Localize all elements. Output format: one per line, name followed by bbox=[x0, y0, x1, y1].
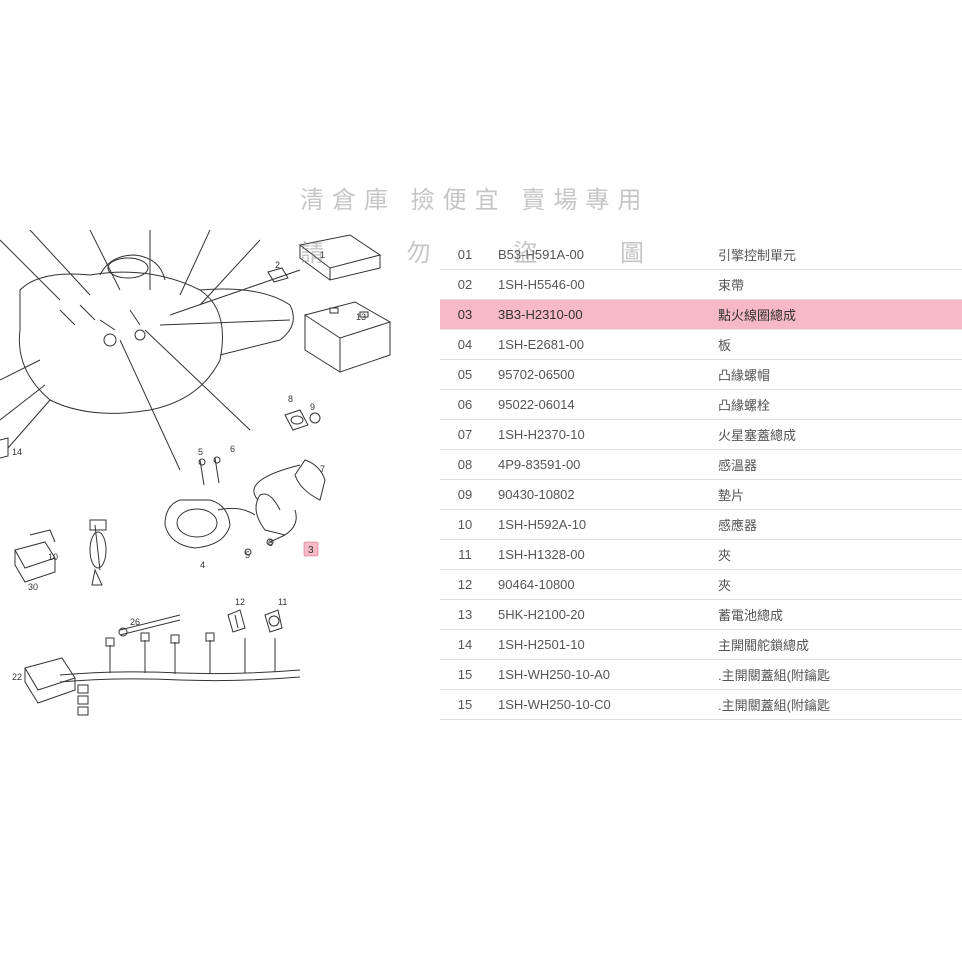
callout-number: 9 bbox=[310, 402, 315, 412]
callout-number: 6 bbox=[268, 538, 273, 548]
ref-cell: 08 bbox=[440, 450, 490, 480]
table-row[interactable]: 021SH-H5546-00束帶 bbox=[440, 270, 962, 300]
callout-number: 8 bbox=[288, 394, 293, 404]
table-row[interactable]: 071SH-H2370-10火星塞蓋總成 bbox=[440, 420, 962, 450]
callout-number: 13 bbox=[356, 312, 366, 322]
partno-cell: 1SH-H2370-10 bbox=[490, 420, 710, 450]
parts-table-panel: 01B53-H591A-00引擎控制單元021SH-H5546-00束帶033B… bbox=[440, 240, 962, 730]
desc-cell: 感溫器 bbox=[710, 450, 962, 480]
diagram-svg: 3 12138975656410301411122622 bbox=[0, 230, 410, 730]
ref-cell: 12 bbox=[440, 570, 490, 600]
callout-number: 26 bbox=[130, 617, 140, 627]
table-row[interactable]: 033B3-H2310-00點火線圈總成 bbox=[440, 300, 962, 330]
callout-number: 22 bbox=[12, 672, 22, 682]
desc-cell: 蓄電池總成 bbox=[710, 600, 962, 630]
ref-cell: 11 bbox=[440, 540, 490, 570]
ref-cell: 07 bbox=[440, 420, 490, 450]
partno-cell: 1SH-WH250-10-A0 bbox=[490, 660, 710, 690]
partno-cell: 95702-06500 bbox=[490, 360, 710, 390]
callout-number: 5 bbox=[245, 550, 250, 560]
content-area: 3 12138975656410301411122622 01B53-H591A… bbox=[0, 230, 962, 730]
callout-number: 5 bbox=[198, 447, 203, 457]
callout-number: 2 bbox=[275, 260, 280, 270]
callout-number: 30 bbox=[28, 582, 38, 592]
ref-cell: 02 bbox=[440, 270, 490, 300]
ref-cell: 13 bbox=[440, 600, 490, 630]
desc-cell: 火星塞蓋總成 bbox=[710, 420, 962, 450]
desc-cell: 引擎控制單元 bbox=[710, 240, 962, 270]
desc-cell: 夾 bbox=[710, 570, 962, 600]
desc-cell: 點火線圈總成 bbox=[710, 300, 962, 330]
table-row[interactable]: 01B53-H591A-00引擎控制單元 bbox=[440, 240, 962, 270]
ref-cell: 10 bbox=[440, 510, 490, 540]
desc-cell: 夾 bbox=[710, 540, 962, 570]
desc-cell: 凸緣螺栓 bbox=[710, 390, 962, 420]
watermark-line1: 清倉庫 撿便宜 賣場專用 bbox=[300, 180, 682, 215]
table-row[interactable]: 0595702-06500凸緣螺帽 bbox=[440, 360, 962, 390]
desc-cell: .主開關蓋組(附鑰匙 bbox=[710, 690, 962, 720]
table-row[interactable]: 084P9-83591-00感溫器 bbox=[440, 450, 962, 480]
desc-cell: 凸緣螺帽 bbox=[710, 360, 962, 390]
partno-cell: B53-H591A-00 bbox=[490, 240, 710, 270]
callout-number: 4 bbox=[200, 560, 205, 570]
partno-cell: 1SH-H5546-00 bbox=[490, 270, 710, 300]
ref-cell: 01 bbox=[440, 240, 490, 270]
parts-table: 01B53-H591A-00引擎控制單元021SH-H5546-00束帶033B… bbox=[440, 240, 962, 720]
partno-cell: 4P9-83591-00 bbox=[490, 450, 710, 480]
table-row[interactable]: 041SH-E2681-00板 bbox=[440, 330, 962, 360]
exploded-diagram: 3 12138975656410301411122622 bbox=[0, 230, 410, 730]
partno-cell: 3B3-H2310-00 bbox=[490, 300, 710, 330]
table-row[interactable]: 141SH-H2501-10主開關舵鎖總成 bbox=[440, 630, 962, 660]
ref-cell: 15 bbox=[440, 660, 490, 690]
table-row[interactable]: 151SH-WH250-10-A0.主開關蓋組(附鑰匙 bbox=[440, 660, 962, 690]
ref-cell: 14 bbox=[440, 630, 490, 660]
table-row[interactable]: 135HK-H2100-20蓄電池總成 bbox=[440, 600, 962, 630]
desc-cell: 束帶 bbox=[710, 270, 962, 300]
ref-cell: 06 bbox=[440, 390, 490, 420]
ref-cell: 09 bbox=[440, 480, 490, 510]
partno-cell: 1SH-E2681-00 bbox=[490, 330, 710, 360]
partno-cell: 1SH-H2501-10 bbox=[490, 630, 710, 660]
partno-cell: 1SH-H1328-00 bbox=[490, 540, 710, 570]
table-row[interactable]: 1290464-10800夾 bbox=[440, 570, 962, 600]
callout-number: 14 bbox=[12, 447, 22, 457]
desc-cell: 墊片 bbox=[710, 480, 962, 510]
ref-cell: 04 bbox=[440, 330, 490, 360]
table-row[interactable]: 0695022-06014凸緣螺栓 bbox=[440, 390, 962, 420]
partno-cell: 90430-10802 bbox=[490, 480, 710, 510]
callout-number: 10 bbox=[48, 552, 58, 562]
callout-number: 6 bbox=[230, 444, 235, 454]
table-row[interactable]: 151SH-WH250-10-C0.主開關蓋組(附鑰匙 bbox=[440, 690, 962, 720]
partno-cell: 95022-06014 bbox=[490, 390, 710, 420]
partno-cell: 1SH-H592A-10 bbox=[490, 510, 710, 540]
callout-3: 3 bbox=[308, 545, 314, 556]
desc-cell: 板 bbox=[710, 330, 962, 360]
ref-cell: 05 bbox=[440, 360, 490, 390]
table-row[interactable]: 0990430-10802墊片 bbox=[440, 480, 962, 510]
ref-cell: 15 bbox=[440, 690, 490, 720]
table-row[interactable]: 111SH-H1328-00夾 bbox=[440, 540, 962, 570]
partno-cell: 90464-10800 bbox=[490, 570, 710, 600]
desc-cell: .主開關蓋組(附鑰匙 bbox=[710, 660, 962, 690]
partno-cell: 1SH-WH250-10-C0 bbox=[490, 690, 710, 720]
partno-cell: 5HK-H2100-20 bbox=[490, 600, 710, 630]
desc-cell: 主開關舵鎖總成 bbox=[710, 630, 962, 660]
ref-cell: 03 bbox=[440, 300, 490, 330]
table-row[interactable]: 101SH-H592A-10感應器 bbox=[440, 510, 962, 540]
callout-number: 1 bbox=[320, 250, 325, 260]
callout-number: 12 bbox=[235, 597, 245, 607]
callout-number: 11 bbox=[278, 597, 287, 607]
desc-cell: 感應器 bbox=[710, 510, 962, 540]
callout-number: 7 bbox=[320, 464, 325, 474]
